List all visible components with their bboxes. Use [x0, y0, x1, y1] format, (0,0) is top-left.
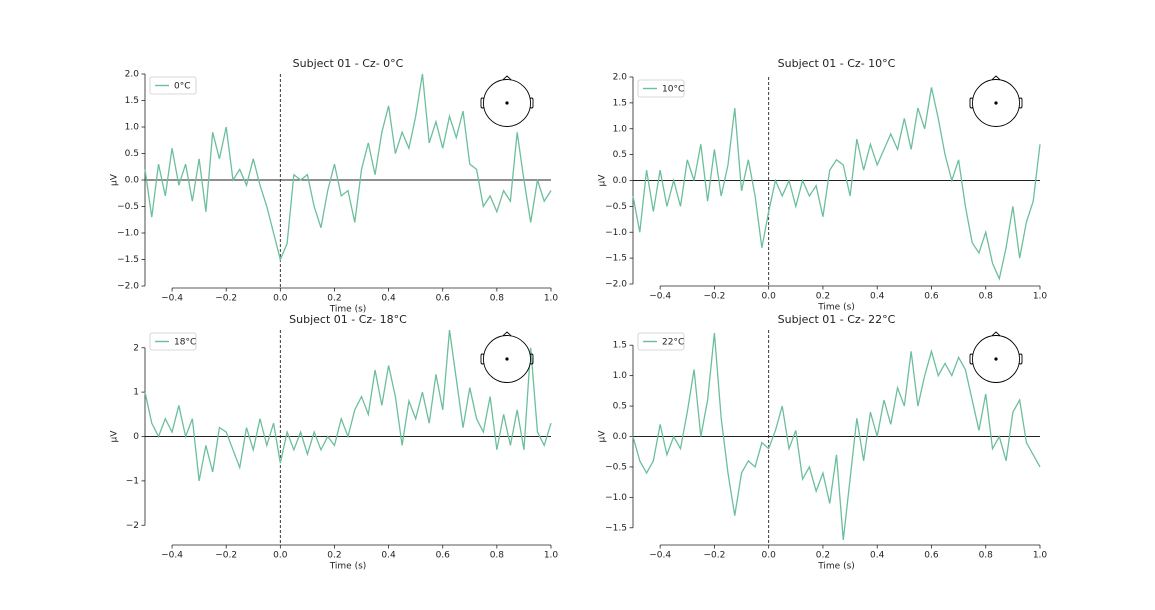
y-tick-label: 0.5 — [613, 402, 627, 412]
x-tick-label: −0.2 — [215, 551, 237, 561]
x-tick-label: −0.2 — [703, 551, 725, 561]
sensor-dot — [505, 101, 509, 105]
y-tick-label: −0.5 — [605, 202, 627, 212]
x-tick-label: 0.6 — [924, 551, 939, 561]
head-nose — [991, 331, 1001, 337]
x-tick-label: 0.8 — [979, 292, 994, 302]
x-tick-label: 0.0 — [762, 292, 777, 302]
x-tick-label: 1.0 — [544, 294, 559, 304]
subplot: Subject 01 - Cz- 10°C −2.0 −1.5 −1.0 −0.5 0.0… — [598, 57, 1048, 313]
y-tick-label: 0.5 — [613, 150, 627, 160]
y-tick-label: 1.0 — [613, 124, 628, 134]
x-tick-label: 0.4 — [381, 294, 396, 304]
x-axis-label: Time (s) — [817, 303, 855, 313]
subplot-title: Subject 01 - Cz- 10°C — [778, 57, 896, 70]
x-tick-label: 1.0 — [1033, 292, 1048, 302]
legend-box — [637, 79, 685, 98]
signal-line — [632, 87, 1041, 281]
y-tick-label: −1.0 — [605, 228, 627, 238]
y-tick-label: 2.0 — [125, 70, 140, 80]
x-tick-label: 0.8 — [979, 551, 994, 561]
subplot: Subject 01 - Cz- 22°C −1.5 −1.0 −0.5 0.0 0.5 1… — [598, 313, 1048, 572]
y-tick-label: 0.0 — [613, 432, 628, 442]
y-tick-label: −1.0 — [605, 493, 627, 503]
sensor-dot — [505, 357, 509, 361]
y-tick-label: −1.5 — [605, 523, 627, 533]
x-tick-label: −0.4 — [161, 551, 183, 561]
x-axis-label: Time (s) — [817, 562, 855, 572]
y-tick-label: −1.0 — [117, 229, 139, 239]
x-tick-label: −0.4 — [161, 294, 183, 304]
x-tick-label: 0.6 — [436, 294, 451, 304]
legend-box — [149, 76, 197, 95]
legend-box — [149, 332, 197, 351]
x-tick-label: 0.4 — [870, 551, 885, 561]
signal-line — [144, 73, 552, 262]
y-tick-label: 1.5 — [613, 98, 627, 108]
legend-box — [637, 332, 685, 351]
sensor-dot — [994, 101, 998, 105]
subplot: Subject 01 - Cz- 0°C −2.0 −1.5 −1.0 −0.5 0.0 0… — [110, 57, 559, 315]
y-tick-label: −0.5 — [117, 202, 139, 212]
y-tick-label: −2.0 — [605, 280, 627, 290]
x-tick-label: 0.6 — [924, 292, 939, 302]
y-tick-label: −1.5 — [117, 255, 139, 265]
x-axis-label: Time (s) — [329, 305, 367, 315]
head-nose — [991, 75, 1001, 81]
y-tick-label: 1.5 — [125, 96, 139, 106]
y-tick-label: 1 — [133, 388, 139, 398]
x-tick-label: 0.4 — [870, 292, 885, 302]
x-tick-label: 0.0 — [273, 294, 288, 304]
x-tick-label: 1.0 — [544, 551, 559, 561]
y-axis-label: µV — [110, 430, 120, 443]
head-nose — [502, 331, 512, 337]
x-axis-label: Time (s) — [329, 562, 367, 572]
signal-line — [632, 332, 1041, 541]
sensor-dot — [994, 357, 998, 361]
y-tick-label: −1 — [126, 476, 139, 486]
y-tick-label: 0.0 — [125, 176, 140, 186]
y-tick-label: −2.0 — [117, 282, 139, 292]
y-axis-label: µV — [598, 430, 608, 443]
x-tick-label: 0.2 — [816, 551, 830, 561]
y-tick-label: −0.5 — [605, 462, 627, 472]
legend-label: 0°C — [174, 82, 191, 92]
x-tick-label: −0.2 — [215, 294, 237, 304]
legend-label: 22°C — [662, 338, 684, 348]
x-tick-label: 0.2 — [816, 292, 830, 302]
x-tick-label: 0.0 — [273, 551, 288, 561]
legend-label: 18°C — [174, 338, 196, 348]
legend-label: 10°C — [662, 85, 684, 95]
y-tick-label: 1.5 — [613, 341, 627, 351]
y-tick-label: 0.0 — [613, 176, 628, 186]
head-nose — [502, 75, 512, 81]
y-tick-label: −1.5 — [605, 254, 627, 264]
y-tick-label: 1.0 — [125, 123, 140, 133]
y-tick-label: 1.0 — [613, 371, 628, 381]
x-tick-label: 0.2 — [327, 294, 341, 304]
y-tick-label: −2 — [126, 521, 139, 531]
subplot-title: Subject 01 - Cz- 0°C — [293, 57, 404, 70]
x-tick-label: −0.4 — [649, 551, 671, 561]
x-tick-label: 0.6 — [436, 551, 451, 561]
y-axis-label: µV — [598, 174, 608, 187]
x-tick-label: 0.8 — [490, 294, 505, 304]
y-tick-label: 2.0 — [613, 73, 628, 83]
y-tick-label: 2 — [133, 343, 139, 353]
signal-line — [144, 329, 552, 482]
y-axis-label: µV — [110, 173, 120, 186]
x-tick-label: 1.0 — [1033, 551, 1048, 561]
y-tick-label: 0 — [133, 432, 139, 442]
x-tick-label: 0.8 — [490, 551, 505, 561]
subplot-title: Subject 01 - Cz- 22°C — [778, 313, 896, 326]
x-tick-label: 0.0 — [762, 551, 777, 561]
subplot: Subject 01 - Cz- 18°C −2 −1 0 1 2 −0.4 −0.2 0.0 0… — [110, 313, 559, 572]
subplot-title: Subject 01 - Cz- 18°C — [289, 313, 407, 326]
x-tick-label: −0.2 — [703, 292, 725, 302]
x-tick-label: 0.2 — [327, 551, 341, 561]
x-tick-label: 0.4 — [381, 551, 396, 561]
x-tick-label: −0.4 — [649, 292, 671, 302]
y-tick-label: 0.5 — [125, 149, 139, 159]
